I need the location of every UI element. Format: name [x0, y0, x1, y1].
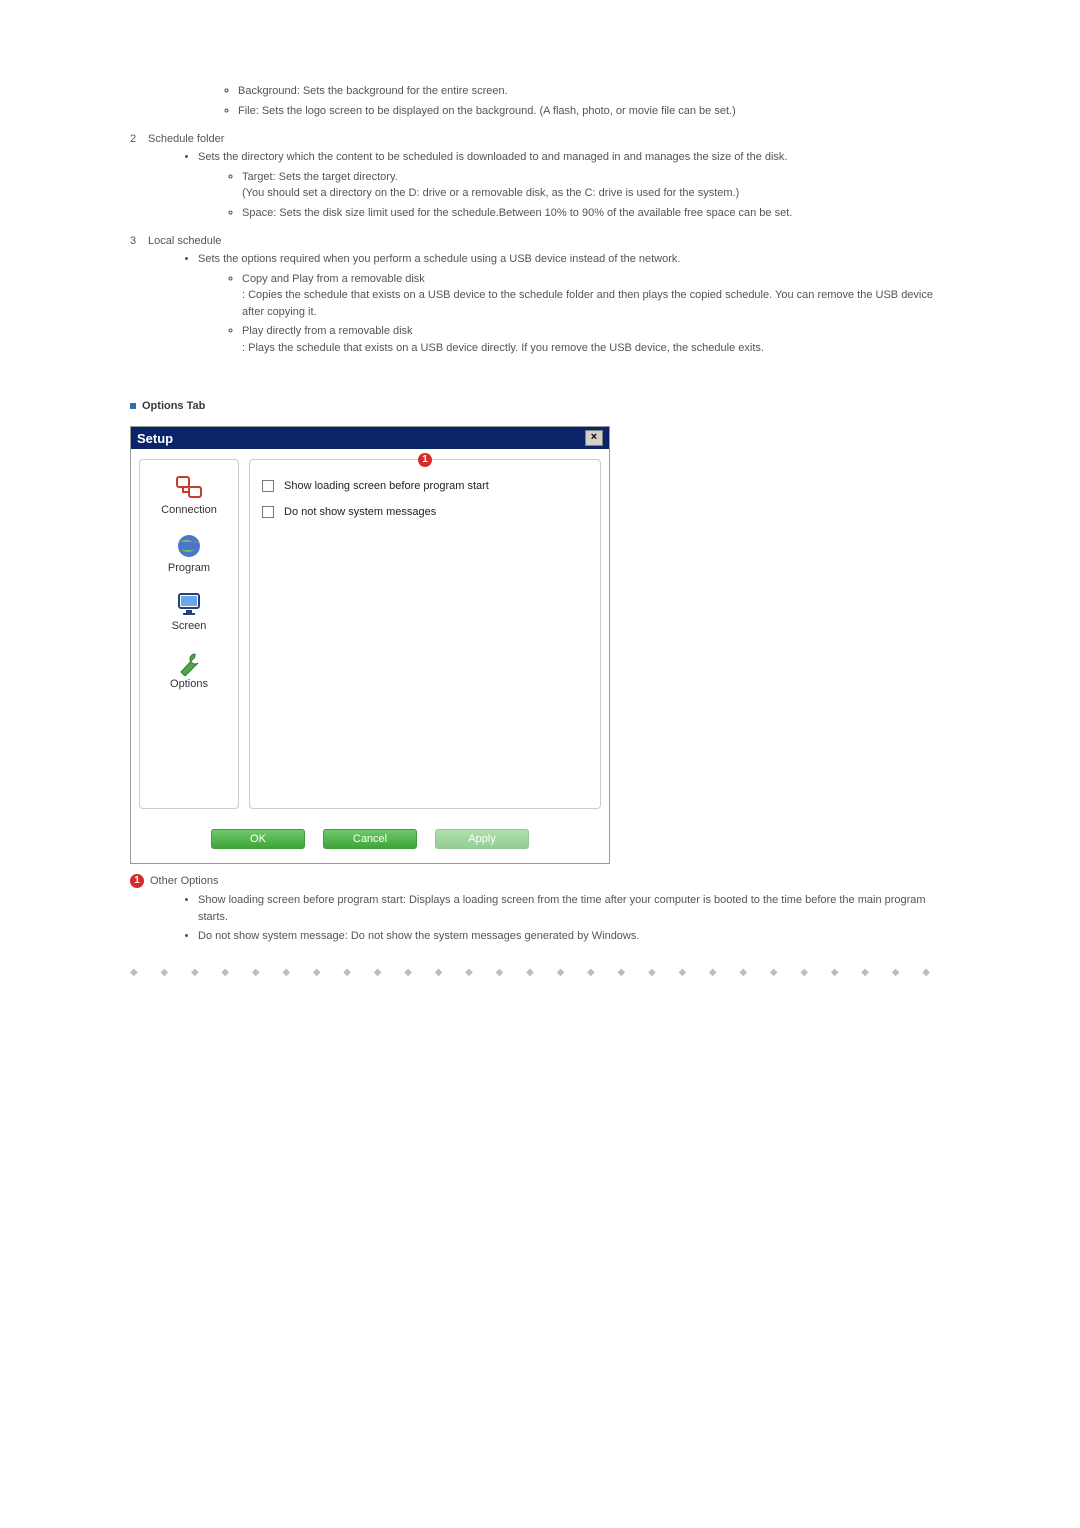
other-options-header: 1 Other Options — [130, 874, 950, 888]
section-number: 2 — [130, 133, 148, 145]
globe-icon — [173, 532, 205, 560]
ok-button[interactable]: OK — [211, 829, 305, 849]
checkbox-icon[interactable] — [262, 480, 274, 492]
bullet-text: Sets the options required when you perfo… — [198, 253, 680, 265]
sidebar-item-label: Program — [168, 562, 210, 574]
dialog-titlebar: Setup × — [131, 427, 609, 449]
sidebar-item-label: Screen — [172, 620, 207, 632]
checkbox-row-sysmsg[interactable]: Do not show system messages — [262, 506, 588, 518]
list-item: Show loading screen before program start… — [198, 892, 950, 925]
list-item: File: Sets the logo screen to be display… — [238, 103, 950, 120]
list-item: Do not show system message: Do not show … — [198, 928, 950, 945]
document-page: Background: Sets the background for the … — [0, 0, 1080, 1178]
callout-marker-icon: 1 — [130, 874, 144, 888]
checkbox-row-loading[interactable]: Show loading screen before program start — [262, 480, 588, 492]
list-item: Play directly from a removable disk : Pl… — [242, 323, 950, 356]
setup-dialog: Setup × Connection — [130, 426, 610, 864]
apply-button[interactable]: Apply — [435, 829, 529, 849]
monitor-icon — [173, 590, 205, 618]
top-sublist: Background: Sets the background for the … — [218, 83, 950, 119]
bullet-square-icon — [130, 403, 136, 409]
dialog-footer: OK Cancel Apply — [131, 819, 609, 863]
checkbox-icon[interactable] — [262, 506, 274, 518]
options-tab-title: Options Tab — [142, 400, 205, 412]
bullet-text: Sets the directory which the content to … — [198, 151, 788, 163]
dialog-title-text: Setup — [137, 431, 173, 446]
section-title: Local schedule — [148, 235, 221, 247]
list-item: Target: Sets the target directory. (You … — [242, 169, 950, 202]
section-local-schedule: 3 Local schedule — [130, 235, 950, 247]
dialog-sidebar: Connection Program — [139, 459, 239, 809]
list-item: Sets the directory which the content to … — [198, 149, 950, 221]
callout-marker-icon: 1 — [418, 453, 432, 467]
section-bullet-list: Sets the options required when you perfo… — [170, 251, 950, 356]
section-sublist: Copy and Play from a removable disk : Co… — [222, 271, 950, 357]
list-item: Space: Sets the disk size limit used for… — [242, 205, 950, 222]
sidebar-item-connection[interactable]: Connection — [161, 474, 217, 516]
sidebar-item-label: Connection — [161, 504, 217, 516]
checkbox-label: Show loading screen before program start — [284, 480, 489, 492]
sidebar-item-options[interactable]: Options — [170, 648, 208, 690]
sidebar-item-program[interactable]: Program — [168, 532, 210, 574]
section-schedule-folder: 2 Schedule folder — [130, 133, 950, 145]
sidebar-item-screen[interactable]: Screen — [172, 590, 207, 632]
list-item: Copy and Play from a removable disk : Co… — [242, 271, 950, 321]
other-options-title: Other Options — [150, 875, 218, 887]
section-title: Schedule folder — [148, 133, 224, 145]
dotted-divider: ◆ ◆ ◆ ◆ ◆ ◆ ◆ ◆ ◆ ◆ ◆ ◆ ◆ ◆ ◆ ◆ ◆ ◆ ◆ ◆ … — [130, 967, 950, 978]
sidebar-item-label: Options — [170, 678, 208, 690]
options-tab-header: Options Tab — [130, 400, 950, 412]
list-item: Background: Sets the background for the … — [238, 83, 950, 100]
close-icon[interactable]: × — [585, 430, 603, 446]
section-number: 3 — [130, 235, 148, 247]
wrench-icon — [173, 648, 205, 676]
other-options-list: Show loading screen before program start… — [170, 892, 950, 945]
cancel-button[interactable]: Cancel — [323, 829, 417, 849]
dialog-main-panel: 1 Show loading screen before program sta… — [249, 459, 601, 809]
list-item: Sets the options required when you perfo… — [198, 251, 950, 356]
section-sublist: Target: Sets the target directory. (You … — [222, 169, 950, 222]
checkbox-label: Do not show system messages — [284, 506, 436, 518]
section-bullet-list: Sets the directory which the content to … — [170, 149, 950, 221]
connection-icon — [173, 474, 205, 502]
